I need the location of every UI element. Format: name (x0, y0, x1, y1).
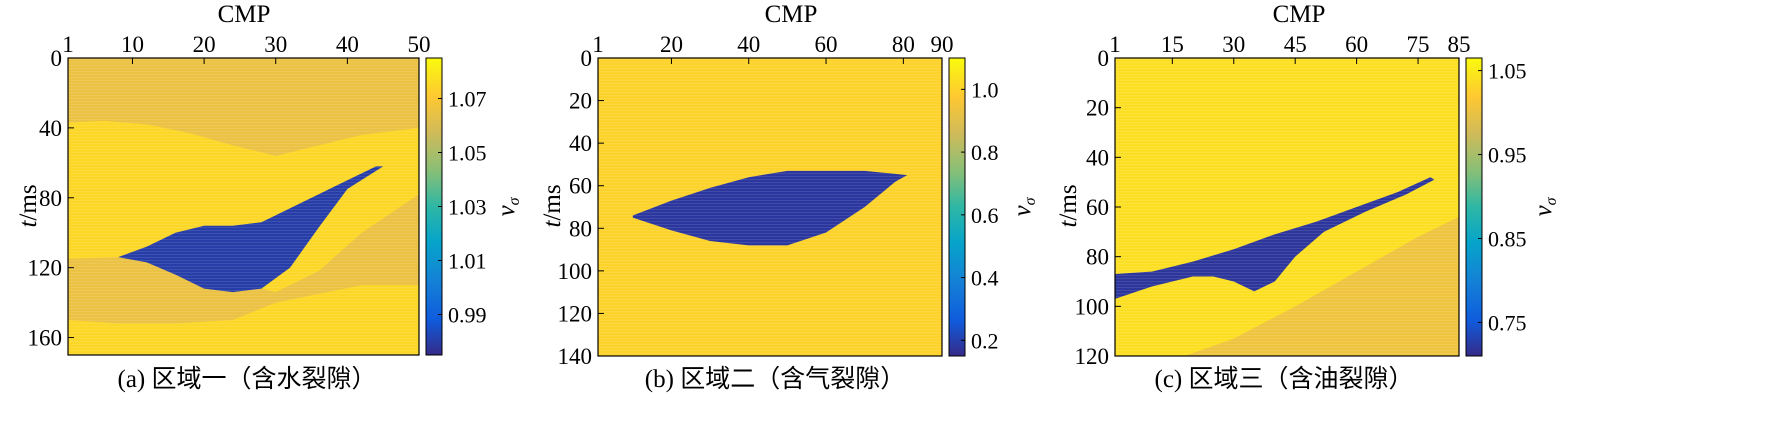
y-ticks-a: 0 40 80 120 160 (28, 46, 74, 351)
x-tick-label: 20 (660, 32, 683, 57)
y-tick-label: 120 (28, 256, 63, 281)
x-tick-label: 90 (931, 32, 954, 57)
x-ticks-a: 1 10 20 30 40 50 (62, 32, 431, 64)
y-tick-label: 20 (1086, 96, 1109, 121)
x-tick-label: 60 (1345, 32, 1368, 57)
y-axis-label-c: t/ms (1055, 184, 1082, 227)
colorbar-tick-label: 1.01 (448, 249, 487, 274)
y-tick-label: 100 (558, 259, 593, 284)
caption-b: (b) 区域二（含气裂隙） (645, 365, 905, 393)
y-tick-label: 120 (1075, 344, 1110, 369)
y-tick-label: 100 (1075, 294, 1110, 319)
y-axis-label-b: t/ms (539, 184, 566, 227)
heatmap-c (1114, 57, 1460, 357)
colorbar-tick-label: 0.4 (971, 266, 999, 291)
colorbar-tick-label: 0.95 (1488, 143, 1527, 168)
colorbar-ticks-a: 1.07 1.05 1.03 1.01 0.99 (438, 87, 487, 328)
colorbar-ticks-b: 1.0 0.8 0.6 0.4 0.2 (961, 77, 999, 353)
y-tick-label: 80 (39, 186, 62, 211)
heatmap-a (67, 57, 420, 356)
x-tick-label: 30 (264, 32, 287, 57)
plot-frame (597, 57, 943, 357)
colorbar-tick-label: 0.8 (971, 140, 999, 165)
y-tick-label: 120 (558, 301, 593, 326)
y-ticks-c: 0 20 40 60 80 100 120 (1075, 46, 1121, 369)
plot-frame (67, 57, 420, 356)
y-tick-label: 40 (1086, 145, 1109, 170)
x-tick-label: 40 (737, 32, 760, 57)
heatmap-b (597, 57, 943, 357)
y-tick-label: 0 (51, 46, 63, 71)
x-tick-label: 40 (336, 32, 359, 57)
y-tick-label: 40 (39, 116, 62, 141)
colorbar-b (948, 57, 966, 357)
x-tick-label: 10 (121, 32, 144, 57)
x-ticks-c: 1 15 30 45 60 75 85 (1109, 32, 1471, 64)
y-tick-label: 80 (1086, 245, 1109, 270)
caption-a: (a) 区域一（含水裂隙） (118, 365, 377, 393)
x-ticks-b: 1 20 40 60 80 90 (592, 32, 954, 64)
x-axis-label-b: CMP (765, 1, 818, 28)
colorbar-c (1465, 57, 1483, 357)
x-tick-label: 1 (1109, 32, 1121, 57)
x-tick-label: 45 (1284, 32, 1307, 57)
colorbar-tick-label: 1.07 (448, 87, 487, 112)
x-tick-label: 30 (1222, 32, 1245, 57)
x-tick-label: 1 (592, 32, 604, 57)
y-ticks-b: 0 20 40 60 80 100 120 140 (558, 46, 604, 369)
heatmap-texture (598, 58, 942, 356)
x-tick-label: 50 (408, 32, 431, 57)
colorbar-tick-label: 0.75 (1488, 310, 1527, 335)
colorbar-tick-label: 0.85 (1488, 226, 1527, 251)
colorbar-tick-label: 0.2 (971, 328, 999, 353)
colorbar-tick-label: 1.05 (448, 141, 487, 166)
y-tick-label: 160 (28, 326, 63, 351)
x-tick-label: 15 (1161, 32, 1184, 57)
y-tick-label: 140 (558, 344, 593, 369)
colorbar-label-b: vσ (1009, 196, 1039, 216)
heatmap-texture (1115, 58, 1459, 356)
y-tick-label: 80 (569, 216, 592, 241)
colorbar-tick-label: 1.03 (448, 195, 487, 220)
y-tick-label: 60 (569, 174, 592, 199)
x-tick-label: 80 (892, 32, 915, 57)
x-axis-label-a: CMP (218, 1, 271, 28)
colorbar-tick-label: 1.05 (1488, 59, 1527, 84)
heatmap-texture (68, 58, 419, 355)
x-tick-label: 60 (815, 32, 838, 57)
colorbar-label-a: vσ (493, 196, 523, 216)
colorbar-tick-label: 0.6 (971, 203, 999, 228)
colorbar-label-c: vσ (1530, 196, 1560, 216)
y-axis-label-a: t/ms (15, 184, 42, 227)
x-axis-label-c: CMP (1273, 1, 1326, 28)
y-tick-label: 0 (581, 46, 593, 71)
colorbar-tick-label: 1.0 (971, 77, 999, 102)
colorbar-ticks-c: 1.05 0.95 0.85 0.75 (1478, 59, 1527, 335)
x-tick-label: 75 (1407, 32, 1430, 57)
panel-c: 1 15 30 45 60 75 85 0 20 40 60 80 100 120 CMP t/ms 1… (1055, 1, 1560, 393)
y-tick-label: 20 (569, 89, 592, 114)
colorbar-tick-label: 0.99 (448, 303, 487, 328)
x-tick-label: 20 (193, 32, 216, 57)
y-tick-label: 40 (569, 131, 592, 156)
y-tick-label: 0 (1098, 46, 1110, 71)
x-tick-label: 1 (62, 32, 74, 57)
y-tick-label: 60 (1086, 195, 1109, 220)
caption-c: (c) 区域三（含油裂隙） (1155, 365, 1414, 393)
x-tick-label: 85 (1448, 32, 1471, 57)
